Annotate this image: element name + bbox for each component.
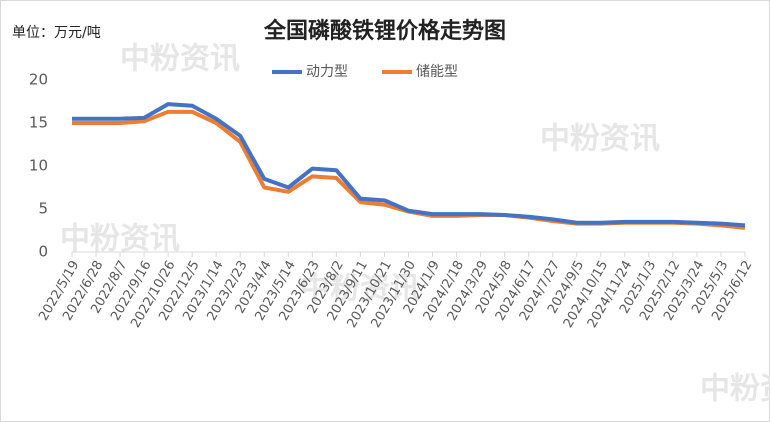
y-tick-label: 15	[29, 114, 48, 132]
unit-label: 单位：万元/吨	[12, 25, 101, 41]
watermark: 中粉资讯	[700, 372, 770, 407]
watermark: 中粉资讯	[300, 272, 420, 307]
chart-title: 全国磷酸铁锂价格走势图	[263, 18, 506, 44]
watermark: 中粉资讯	[60, 222, 180, 257]
y-tick-label: 20	[29, 71, 48, 89]
series-line	[72, 102, 746, 228]
watermark: 中粉资讯	[540, 122, 660, 157]
legend-label: 动力型	[306, 64, 348, 80]
y-tick-label: 5	[38, 200, 48, 218]
y-tick-label: 10	[29, 157, 48, 175]
legend-label: 储能型	[416, 64, 458, 80]
watermark: 中粉资讯	[120, 42, 240, 77]
y-tick-label: 0	[38, 243, 48, 261]
